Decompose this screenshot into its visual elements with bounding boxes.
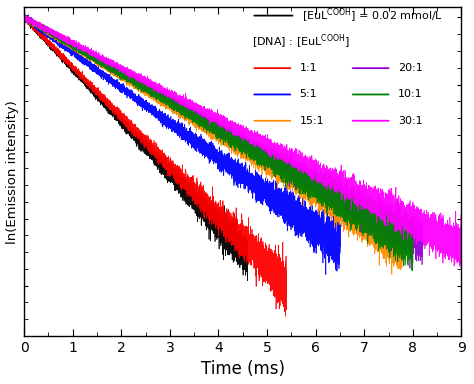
Text: 1:1: 1:1 [300, 63, 317, 73]
Y-axis label: ln(Emission intensity): ln(Emission intensity) [6, 100, 18, 243]
Text: 5:1: 5:1 [300, 89, 317, 99]
X-axis label: Time (ms): Time (ms) [201, 361, 285, 379]
Text: 10:1: 10:1 [398, 89, 423, 99]
Text: [EuL$^{\mathsf{COOH}}$] = 0.02 mmol/L: [EuL$^{\mathsf{COOH}}$] = 0.02 mmol/L [302, 7, 443, 25]
Text: 20:1: 20:1 [398, 63, 423, 73]
Text: 15:1: 15:1 [300, 116, 324, 126]
Text: [DNA] : [EuL$^{\mathsf{COOH}}$]: [DNA] : [EuL$^{\mathsf{COOH}}$] [252, 33, 349, 51]
Text: 30:1: 30:1 [398, 116, 423, 126]
